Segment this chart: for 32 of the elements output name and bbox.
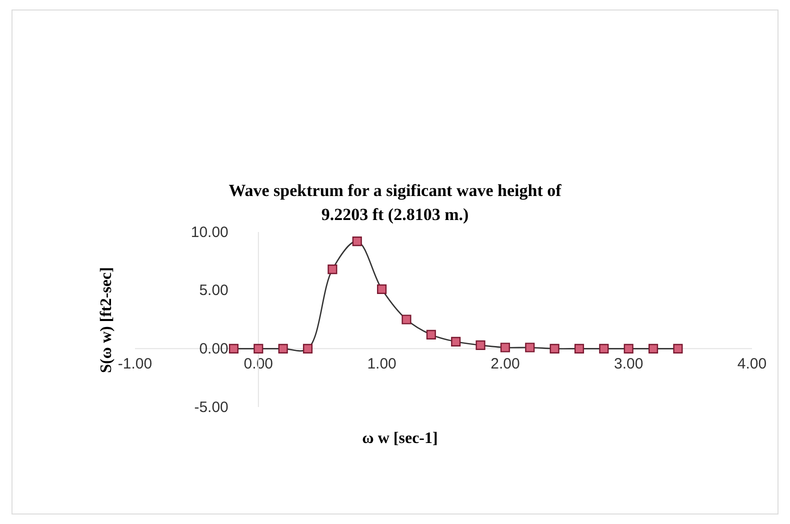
point — [574, 344, 584, 354]
x-tick-label: 3.00 — [614, 355, 644, 372]
x-tick-label: 1.00 — [367, 355, 396, 372]
point — [599, 344, 609, 354]
y-tick-label: -5.00 — [194, 398, 228, 416]
point — [377, 284, 387, 294]
point — [673, 344, 683, 354]
x-axis-title: ω w [sec-1] — [362, 430, 438, 447]
y-tick-label: 5.00 — [199, 282, 228, 300]
y-tick-label: 0.00 — [199, 340, 228, 358]
point — [228, 344, 239, 354]
y-tick-label: 10.00 — [190, 224, 228, 241]
point — [550, 344, 560, 354]
point — [525, 342, 535, 352]
point — [302, 344, 313, 354]
x-tick-label: -1.00 — [118, 355, 152, 372]
point — [352, 236, 362, 246]
point — [476, 340, 486, 350]
point — [402, 314, 412, 324]
x-tick-label: 0.00 — [244, 355, 273, 372]
x-tick-label: 4.00 — [737, 355, 767, 372]
point — [500, 342, 510, 352]
x-tick-label: 2.00 — [490, 355, 520, 372]
point — [451, 336, 461, 346]
point — [624, 344, 634, 354]
chart-title: Wave spektrum for a sigificant wave height of 9.2203 ft (2.8103 m.) — [228, 181, 562, 224]
point — [278, 344, 288, 354]
point — [328, 264, 338, 274]
point — [426, 330, 436, 340]
y-axis-title: S(ω w) [ft2-sec] — [98, 267, 115, 373]
point — [648, 344, 658, 354]
point — [254, 344, 264, 354]
